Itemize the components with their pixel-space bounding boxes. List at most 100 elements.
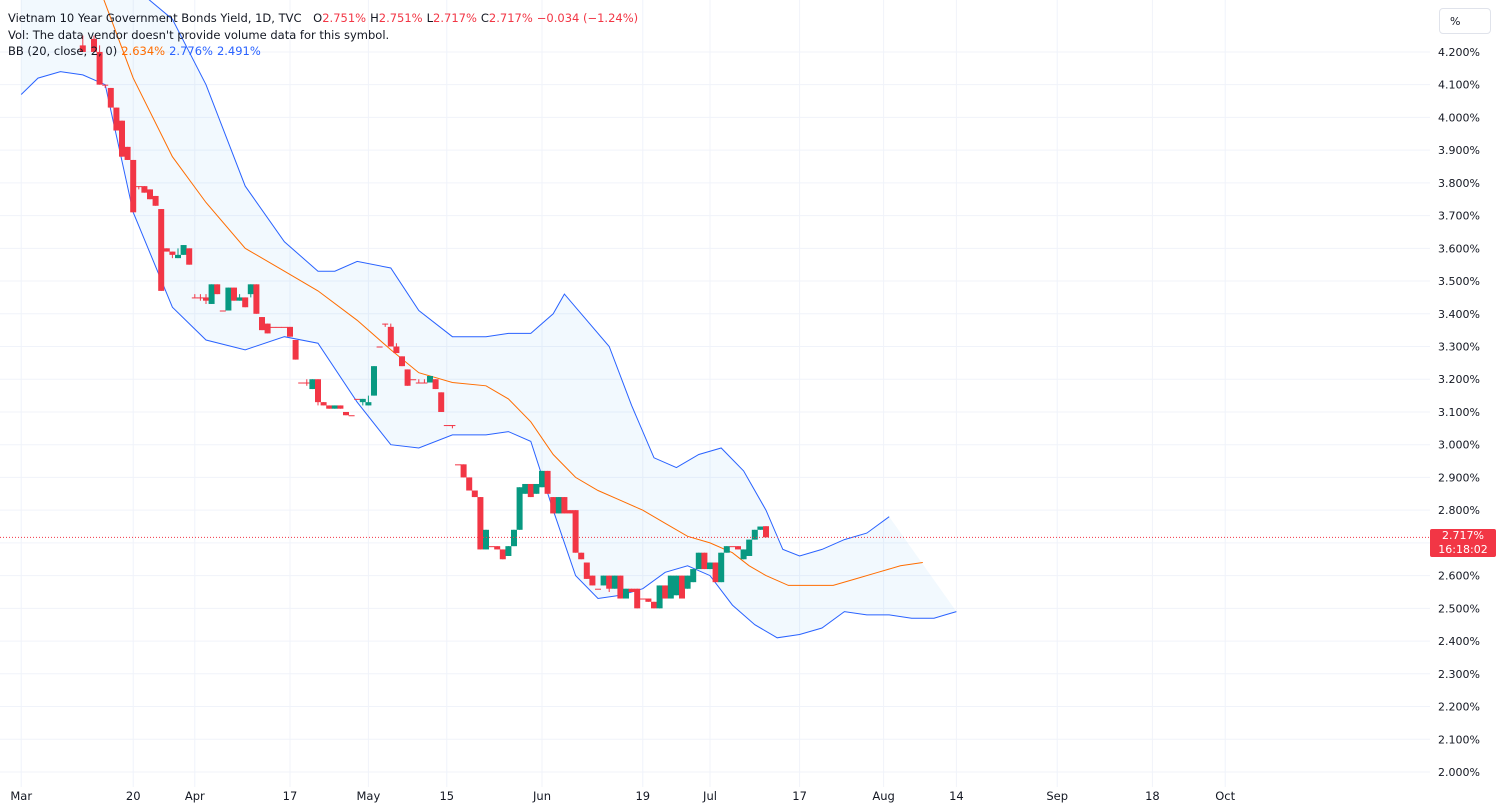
time-axis[interactable]: Mar 20 Apr 17 May 15 Jun 19 Jul 17 Aug 14 Sep 18 Oct (10, 789, 1235, 803)
candle-body (281, 326, 288, 328)
candle-body (113, 107, 120, 131)
candle-body (695, 552, 702, 570)
candle (460, 464, 467, 478)
candle (415, 379, 422, 384)
candle-body (236, 297, 243, 301)
candle (270, 326, 277, 328)
bb-basis-value: 2.634% (121, 44, 166, 58)
candle (404, 369, 411, 386)
candle (561, 497, 568, 514)
candle-body (578, 552, 585, 560)
candle (544, 470, 551, 494)
candle (572, 510, 579, 553)
x-tick-label: 19 (635, 789, 650, 803)
candle (511, 529, 517, 547)
candle (449, 425, 456, 429)
candle (679, 575, 685, 599)
candle-body (684, 575, 691, 589)
candle-body (382, 323, 389, 325)
candle-body (651, 601, 657, 609)
candle-body (539, 470, 545, 488)
low-value: 2.717% (433, 11, 477, 25)
candle (645, 598, 652, 602)
candle-body (634, 588, 641, 609)
candle (600, 575, 607, 586)
candle (757, 526, 764, 530)
candle-body (158, 209, 165, 291)
candle-body (399, 356, 405, 367)
candle (315, 379, 321, 406)
bb-legend-row: BB (20, close, 2, 0) 2.634% 2.776% 2.491… (8, 43, 638, 60)
candle-body (270, 326, 277, 328)
candle (298, 382, 305, 384)
candle (287, 326, 293, 337)
candle (387, 323, 394, 347)
y-tick-label: 3.600% (1438, 242, 1480, 255)
candle (337, 405, 344, 409)
candle (516, 487, 523, 530)
candle-body (371, 366, 377, 396)
candle-body (606, 575, 613, 589)
candle (522, 483, 529, 494)
open-label: O (313, 11, 323, 25)
candle-body (729, 546, 736, 548)
symbol-title[interactable]: Vietnam 10 Year Government Bonds Yield, … (8, 11, 302, 25)
candle-body (91, 38, 97, 52)
candle-body (673, 575, 680, 596)
candle-body (102, 84, 109, 86)
candle (455, 464, 461, 466)
candle-body (225, 287, 232, 311)
candle-body (690, 569, 697, 583)
candle-body (275, 326, 282, 328)
candle-body (639, 598, 646, 600)
candle-body (707, 562, 713, 570)
candle (303, 379, 310, 386)
candle (354, 398, 361, 400)
candle (567, 510, 573, 514)
candle (275, 326, 282, 328)
candle-body (443, 425, 450, 427)
candle-body (147, 189, 153, 200)
candle-body (331, 405, 338, 409)
candle (729, 546, 736, 548)
candle-body (96, 51, 103, 85)
candle (124, 146, 131, 160)
candle (343, 411, 349, 416)
candle-body (522, 483, 529, 494)
price-axis[interactable]: 4.200% 4.100% 4.000% 3.900% 3.800% 3.700% 3.60… (1438, 46, 1480, 779)
candle-body (628, 588, 635, 592)
candle-body (701, 552, 708, 570)
y-tick-label: 2.600% (1438, 570, 1480, 583)
bar-countdown: 16:18:02 (1438, 543, 1488, 557)
candle (639, 598, 646, 600)
candle-body (494, 546, 501, 550)
candle-body (415, 382, 422, 384)
candle-body (427, 375, 433, 383)
candle-body (203, 297, 209, 301)
candle (499, 549, 506, 560)
candle-body (751, 529, 758, 540)
candle-body (527, 483, 534, 498)
candle (247, 284, 254, 298)
candle (656, 585, 663, 609)
candle-body (477, 497, 484, 550)
candle-body (259, 317, 265, 331)
candle (163, 248, 170, 252)
bb-indicator-title[interactable]: BB (20, close, 2, 0) (8, 44, 118, 58)
candle-body (667, 575, 674, 599)
candle-body (718, 552, 725, 583)
x-tick-label: 20 (126, 789, 141, 803)
candle-body (287, 326, 293, 337)
candle-body (354, 398, 361, 400)
candle (527, 483, 534, 498)
candle-body (298, 382, 305, 384)
candle (197, 294, 204, 301)
candle-body (376, 346, 383, 348)
candle (494, 546, 501, 550)
candle-body (645, 598, 652, 602)
candle (606, 575, 613, 592)
unit-selector-button[interactable]: % (1439, 8, 1491, 34)
candle-body (348, 415, 355, 417)
candle (466, 477, 473, 491)
